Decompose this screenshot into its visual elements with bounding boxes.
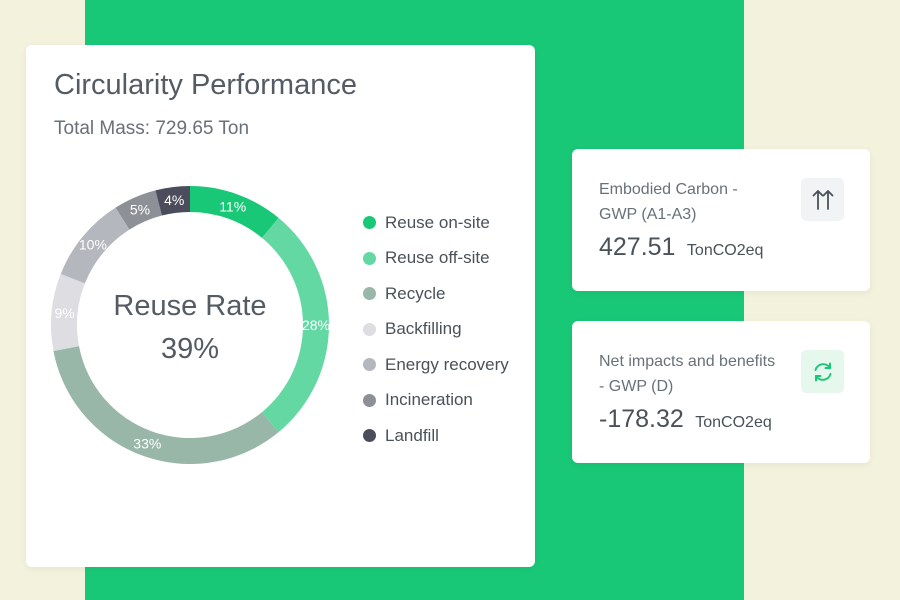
legend-dot-recycle [363, 287, 376, 301]
legend-label: Energy recovery [385, 354, 509, 374]
legend-label: Reuse on-site [385, 212, 490, 232]
total-mass-text: Total Mass: 729.65 Ton [54, 118, 250, 139]
metric-value: 427.51 [599, 233, 676, 261]
legend-dot-landfill [363, 429, 376, 443]
legend-item-backfilling: Backfilling [363, 312, 533, 348]
legend-dot-energy-recovery [363, 358, 376, 372]
legend-dot-incineration [363, 393, 376, 407]
legend-label: Landfill [385, 425, 439, 445]
metric-unit: TonCO2eq [686, 242, 764, 259]
circularity-card: Circularity Performance Total Mass: 729.… [26, 45, 535, 567]
donut-slice-incineration [115, 190, 162, 230]
legend-item-incineration: Incineration [363, 383, 533, 419]
reuse-donut-chart: 11% 28% 33% 9% 10% 5% 4% Reuse Rate 39% [50, 186, 330, 464]
legend-label: Incineration [385, 390, 473, 410]
donut-label-backfilling: 9% [54, 305, 74, 321]
legend-dot-reuse-off-site [363, 251, 376, 265]
donut-slice-backfilling [50, 273, 85, 352]
metric-value-row: 427.51 TonCO2eq [599, 233, 763, 262]
donut-label-incineration: 5% [130, 201, 150, 217]
donut-slice-energy-recovery [60, 207, 130, 284]
legend-label: Backfilling [385, 319, 462, 339]
legend-item-recycle: Recycle [363, 276, 533, 312]
metric-value-row: -178.32 TonCO2eq [599, 405, 772, 434]
legend-item-reuse-on-site: Reuse on-site [363, 205, 533, 241]
legend-label: Reuse off-site [385, 248, 490, 268]
embodied-carbon-card: Embodied Carbon - GWP (A1-A3) 427.51 Ton… [572, 149, 870, 291]
donut-slice-reuse-on-site [190, 186, 279, 238]
donut-slice-recycle [53, 346, 279, 464]
legend-item-reuse-off-site: Reuse off-site [363, 241, 533, 277]
up-arrows-icon [801, 178, 844, 221]
legend-dot-backfilling [363, 322, 376, 336]
refresh-icon [801, 350, 844, 393]
chart-legend: Reuse on-site Reuse off-site Recycle Bac… [363, 205, 533, 454]
donut-slice-reuse-off-site [262, 217, 329, 433]
metric-label: Embodied Carbon - GWP (A1-A3) [599, 181, 738, 223]
legend-item-energy-recovery: Energy recovery [363, 347, 533, 383]
donut-label-landfill: 4% [164, 192, 184, 208]
donut-label-recycle: 33% [133, 436, 161, 452]
center-label-title: Reuse Rate [113, 290, 266, 322]
legend-label: Recycle [385, 283, 446, 303]
metric-label: Net impacts and benefits - GWP (D) [599, 353, 776, 395]
donut-label-reuse-on-site: 11% [219, 198, 246, 214]
donut-label-reuse-off-site: 28% [302, 317, 330, 333]
center-label-value: 39% [161, 333, 219, 365]
donut-label-energy-recovery: 10% [79, 237, 107, 253]
metric-value: -178.32 [599, 405, 684, 433]
legend-dot-reuse-on-site [363, 216, 376, 230]
legend-item-landfill: Landfill [363, 418, 533, 454]
donut-slice-landfill [155, 186, 190, 216]
metric-unit: TonCO2eq [695, 414, 772, 431]
net-impacts-card: Net impacts and benefits - GWP (D) -178.… [572, 321, 870, 463]
card-title: Circularity Performance [54, 69, 357, 101]
